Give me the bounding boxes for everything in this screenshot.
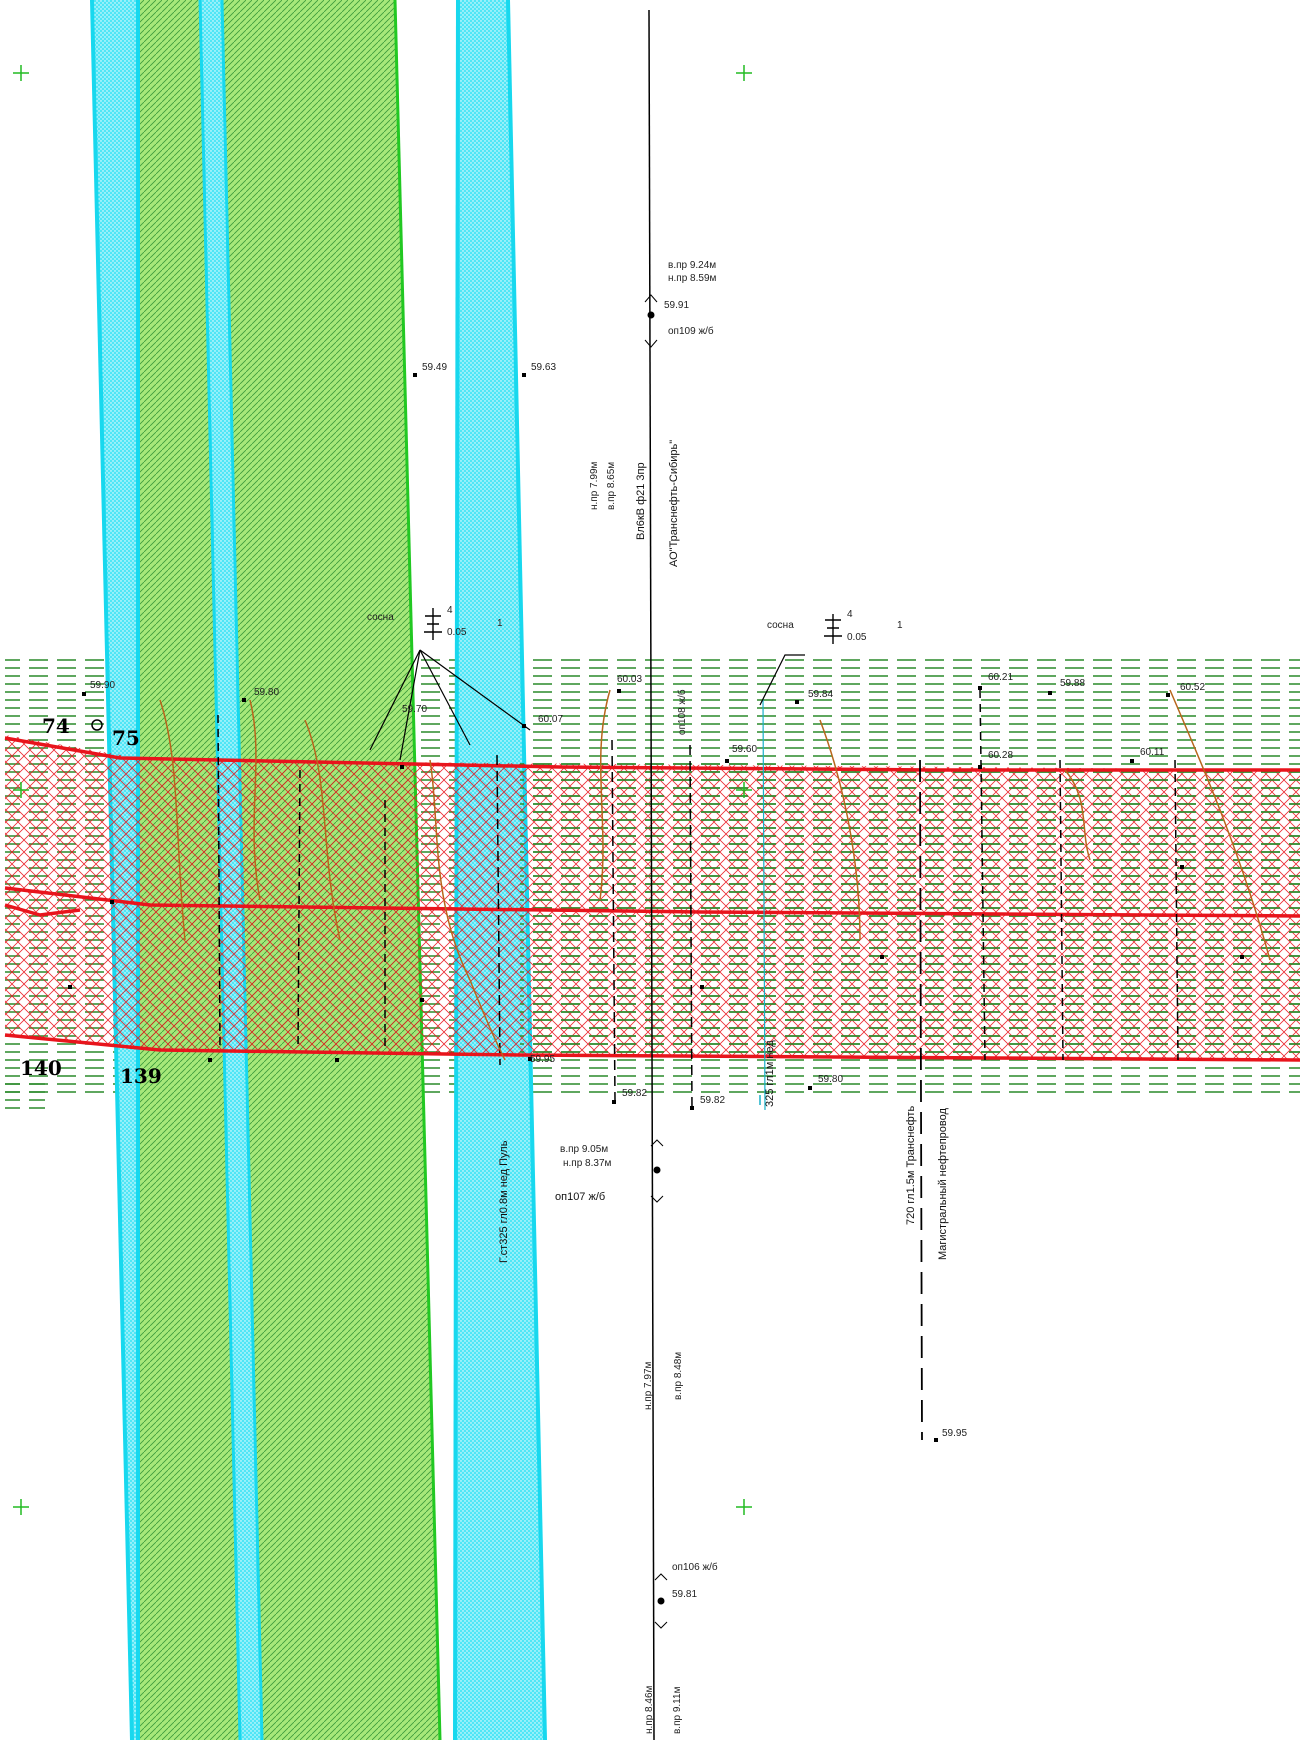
tree-icon	[824, 614, 842, 644]
survey-points	[68, 373, 1244, 1442]
elevation-label: 59.60	[732, 744, 757, 755]
pl-bottom-elevation: 59.81	[672, 1589, 697, 1600]
pl-mid-upper: в.пр 9.05м	[560, 1144, 608, 1155]
elevation-label: 60.11	[1140, 747, 1165, 758]
pl-top-lower: н.пр 8.59м	[668, 273, 717, 284]
gas-pipe-label: Г.ст325 гл0.8м нед Пуль	[498, 1140, 510, 1263]
elevation-label: 59.49	[422, 362, 447, 373]
elevation-label: 60.28	[988, 750, 1013, 761]
pl-span2-upper: в.пр 8.48м	[673, 1352, 684, 1400]
elevation-label: 60.52	[1180, 682, 1205, 693]
pl-name: Вл6кВ ф21 3пр	[635, 462, 647, 540]
boundary-marker	[91, 719, 103, 731]
pl-mid-lower: н.пр 8.37м	[563, 1158, 612, 1169]
power-line-labels: в.пр 9.24м н.пр 8.59м 59.91 оп109 ж/б н.…	[555, 260, 718, 1734]
elevation-label: 59.80	[254, 687, 279, 698]
pl-top-elevation: 59.91	[664, 300, 689, 311]
corner-75: 75	[112, 726, 140, 750]
elevation-label: 59.84	[808, 689, 833, 700]
elevation-label: 59.82	[700, 1095, 725, 1106]
elevation-labels: 59.49 59.63 59.90 59.80 60.03 59.84 60.2…	[90, 362, 1205, 1439]
elevation-label: 59.95	[942, 1428, 967, 1439]
tree-pointers	[369, 649, 805, 761]
elevation-label: 59.82	[622, 1088, 647, 1099]
underground-utilities	[217, 689, 1179, 1441]
pl-top-pole: оп109 ж/б	[668, 325, 714, 337]
vegetation-band-tail	[5, 1080, 45, 1110]
tree-name: сосна	[367, 612, 394, 623]
pipe-325-label: 325 гл1м нед	[764, 1040, 776, 1107]
corner-labels: 74 75 140 139	[20, 714, 162, 1088]
tree-diameter: 0.05	[447, 627, 467, 638]
corner-139: 139	[120, 1064, 162, 1088]
pl-span1-lower: н.пр 7.99м	[589, 461, 600, 510]
elevation-label: 60.03	[617, 674, 642, 685]
oil-pipeline-name: Магистральный нефтепровод	[937, 1108, 949, 1260]
elevation-label: 60.07	[538, 714, 563, 725]
tree-annotation-left: сосна 4 0.05 1	[367, 605, 503, 640]
pl-span2-lower: н.пр 7.97м	[643, 1361, 654, 1410]
elevation-label: 60.21	[988, 672, 1013, 683]
elevation-label: 59.88	[1060, 678, 1085, 689]
pl-span1-upper: в.пр 8.65м	[606, 462, 617, 510]
elevation-label: 59.70	[402, 704, 427, 715]
power-line	[644, 9, 668, 1740]
pl-mid-pole: оп107 ж/б	[555, 1191, 605, 1203]
corner-140: 140	[20, 1056, 62, 1080]
tree-number: 1	[897, 620, 903, 631]
tree-number: 1	[497, 618, 503, 629]
elevation-label: 59.80	[818, 1074, 843, 1085]
tree-name: сосна	[767, 620, 794, 631]
elevation-label: 59.63	[531, 362, 556, 373]
pl-pole-108: оп108 ж/б	[676, 689, 688, 735]
elevation-label: 59.95	[530, 1054, 555, 1065]
corner-74: 74	[42, 714, 70, 738]
grid-crosses	[13, 65, 752, 1515]
tree-annotation-right: сосна 4 0.05 1	[767, 609, 903, 644]
pl-top-upper: в.пр 9.24м	[668, 260, 716, 271]
contour-lines	[159, 689, 1271, 1061]
elevation-label: 59.90	[90, 680, 115, 691]
pl-owner: АО"Транснефть-Сибирь"	[668, 440, 680, 567]
tree-count: 4	[847, 609, 853, 620]
tree-icon	[424, 608, 442, 640]
oil-pipeline-desc: 720 гл1.5м Транснефть	[905, 1106, 917, 1225]
pl-span3-lower: н.пр 8.46м	[644, 1685, 655, 1734]
easement-boundaries	[4, 736, 1301, 1062]
pl-span3-upper: в.пр 9.11м	[672, 1686, 683, 1734]
pl-bottom-pole: оп106 ж/б	[672, 1561, 718, 1573]
pipeline-labels: Г.ст325 гл0.8м нед Пуль 325 гл1м нед Маг…	[498, 1040, 949, 1263]
tree-diameter: 0.05	[847, 632, 867, 643]
tree-count: 4	[447, 605, 453, 616]
